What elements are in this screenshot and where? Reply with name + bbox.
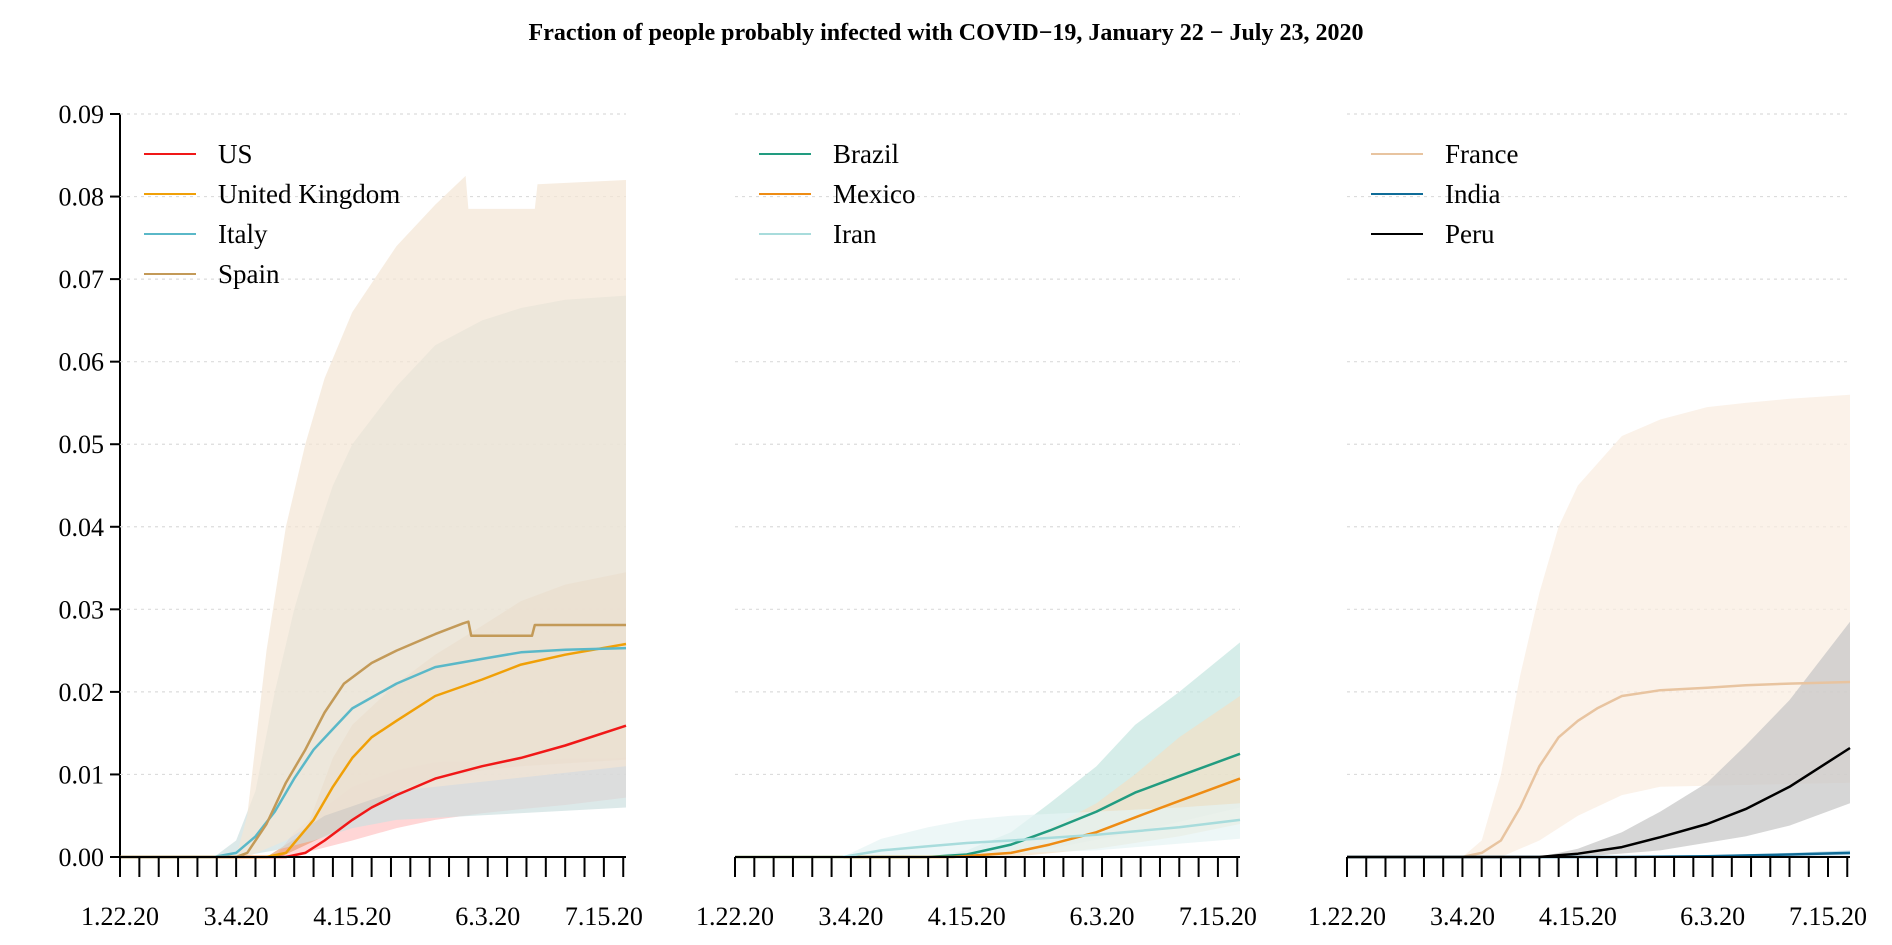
- legend-label: Iran: [833, 219, 877, 249]
- legend-label: United Kingdom: [218, 179, 400, 209]
- x-tick-label: 7.15.20: [1179, 902, 1257, 931]
- band-spain: [120, 175, 626, 857]
- x-tick-label: 1.22.20: [1308, 902, 1386, 931]
- legend-item-spain: Spain: [144, 259, 280, 289]
- y-tick-label: 0.08: [59, 183, 105, 212]
- legend-item-us: US: [144, 139, 253, 169]
- x-tick-label: 4.15.20: [313, 902, 391, 931]
- band-peru: [1347, 621, 1850, 857]
- y-tick-label: 0.03: [59, 595, 105, 624]
- y-tick-label: 0.00: [59, 843, 105, 872]
- legend-item-france: France: [1371, 139, 1518, 169]
- y-tick-label: 0.04: [59, 513, 105, 542]
- x-tick-label: 3.4.20: [818, 902, 883, 931]
- x-tick-label: 1.22.20: [696, 902, 774, 931]
- x-tick-label: 7.15.20: [1789, 902, 1867, 931]
- x-tick-label: 3.4.20: [204, 902, 269, 931]
- x-tick-label: 7.15.20: [565, 902, 643, 931]
- y-tick-label: 0.01: [59, 760, 105, 789]
- y-tick-label: 0.05: [59, 430, 105, 459]
- x-tick-label: 1.22.20: [81, 902, 159, 931]
- legend-item-peru: Peru: [1371, 219, 1495, 249]
- series-line-france: [1347, 680, 1851, 859]
- y-tick-label: 0.09: [59, 100, 105, 129]
- series-line-us: [120, 724, 627, 859]
- legend-item-iran: Iran: [759, 219, 877, 249]
- x-tick-label: 6.3.20: [455, 902, 520, 931]
- series-line-united-kingdom: [120, 642, 627, 859]
- x-tick-label: 6.3.20: [1070, 902, 1135, 931]
- legend-label: Spain: [218, 259, 280, 289]
- legend-label: France: [1445, 139, 1518, 169]
- y-tick-label: 0.07: [59, 265, 105, 294]
- panel-1: 1.22.20 3.4.20 4.15.20 6.3.20 7.15.20 US Unite…: [81, 113, 643, 931]
- x-tick-label: 4.15.20: [928, 902, 1006, 931]
- series-line-spain: [120, 620, 626, 859]
- legend-label: Brazil: [833, 139, 899, 169]
- x-tick-label: 6.3.20: [1680, 902, 1745, 931]
- band-iran: [735, 803, 1240, 857]
- legend-item-italy: Italy: [144, 219, 268, 249]
- legend-item-mexico: Mexico: [759, 179, 915, 209]
- band-france: [1347, 394, 1850, 857]
- legend-label: Peru: [1445, 219, 1495, 249]
- legend-label: Mexico: [833, 179, 915, 209]
- legend-item-united-kingdom: United Kingdom: [144, 179, 400, 209]
- legend-item-brazil: Brazil: [759, 139, 899, 169]
- series-line-iran: [735, 818, 1241, 859]
- y-tick-label: 0.02: [59, 678, 105, 707]
- legend-label: Italy: [218, 219, 268, 249]
- y-tick-label: 0.06: [59, 348, 105, 377]
- panel-3: 1.22.20 3.4.20 4.15.20 6.3.20 7.15.20 France I…: [1308, 113, 1867, 931]
- panel-2: 1.22.20 3.4.20 4.15.20 6.3.20 7.15.20 Brazil M…: [696, 113, 1257, 931]
- x-tick-label: 4.15.20: [1539, 902, 1617, 931]
- x-tick-label: 3.4.20: [1430, 902, 1495, 931]
- chart-title: Fraction of people probably infected wit…: [528, 20, 1364, 46]
- legend-item-india: India: [1371, 179, 1500, 209]
- series-line-italy: [120, 646, 627, 859]
- legend-label: India: [1445, 179, 1500, 209]
- legend-label: US: [218, 139, 253, 169]
